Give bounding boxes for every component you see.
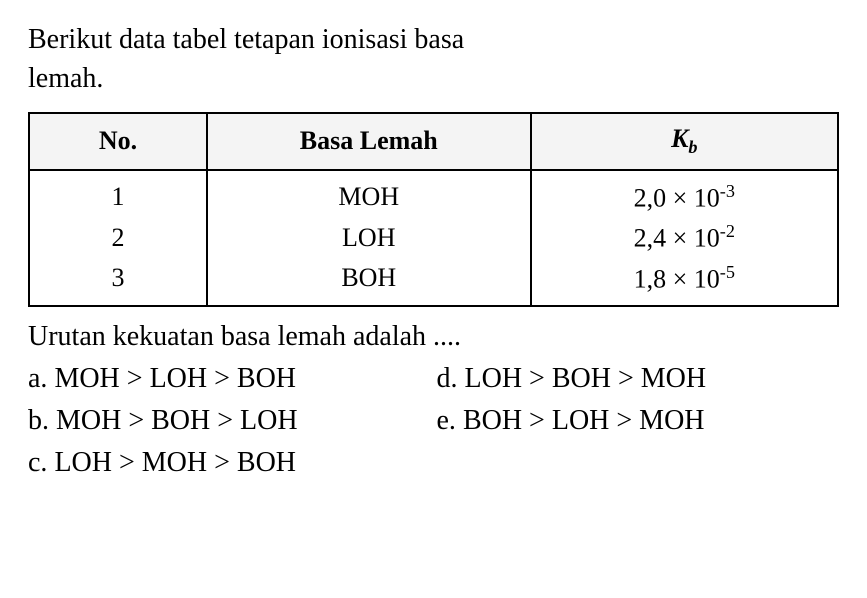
cell-kb: 2,4 × 10-2 (531, 217, 838, 258)
kb-symbol: K (671, 124, 688, 153)
option-text: LOH > BOH > MOH (465, 363, 707, 394)
header-basa: Basa Lemah (207, 113, 531, 169)
cell-no: 1 (29, 170, 207, 218)
options-container: a. MOH > LOH > BOH d. LOH > BOH > MOH b.… (28, 363, 839, 479)
option-text: LOH > MOH > BOH (54, 447, 296, 478)
question-text: Urutan kekuatan basa lemah adalah .... (28, 321, 839, 353)
kb-value: 2,4 × 10 (634, 224, 720, 253)
kb-exp: -5 (720, 262, 735, 282)
kb-exp: -3 (720, 181, 735, 201)
kb-value: 1,8 × 10 (634, 265, 720, 294)
option-c: c. LOH > MOH > BOH (28, 447, 431, 479)
ionization-table: No. Basa Lemah Kb 1 MOH 2,0 × 10-3 2 LOH… (28, 112, 839, 306)
cell-kb: 2,0 × 10-3 (531, 170, 838, 218)
option-a: a. MOH > LOH > BOH (28, 363, 431, 395)
option-label: b. (28, 405, 49, 436)
option-d: d. LOH > BOH > MOH (437, 363, 840, 395)
option-e: e. BOH > LOH > MOH (437, 405, 840, 437)
option-text: MOH > LOH > BOH (54, 363, 296, 394)
intro-line-2: lemah. (28, 63, 103, 94)
cell-kb: 1,8 × 10-5 (531, 258, 838, 306)
cell-no: 3 (29, 258, 207, 306)
table-row: 2 LOH 2,4 × 10-2 (29, 217, 838, 258)
option-label: d. (437, 363, 458, 394)
header-kb: Kb (531, 113, 838, 169)
option-text: BOH > LOH > MOH (463, 405, 705, 436)
table-row: 3 BOH 1,8 × 10-5 (29, 258, 838, 306)
cell-basa: BOH (207, 258, 531, 306)
option-b: b. MOH > BOH > LOH (28, 405, 431, 437)
kb-subscript: b (688, 138, 697, 158)
header-no: No. (29, 113, 207, 169)
intro-text: Berikut data tabel tetapan ionisasi basa… (28, 20, 839, 98)
option-label: e. (437, 405, 456, 436)
intro-line-1: Berikut data tabel tetapan ionisasi basa (28, 24, 464, 55)
option-label: c. (28, 447, 47, 478)
option-text: MOH > BOH > LOH (56, 405, 298, 436)
kb-exp: -2 (720, 221, 735, 241)
kb-value: 2,0 × 10 (634, 183, 720, 212)
table-row: 1 MOH 2,0 × 10-3 (29, 170, 838, 218)
cell-basa: MOH (207, 170, 531, 218)
cell-basa: LOH (207, 217, 531, 258)
table-header-row: No. Basa Lemah Kb (29, 113, 838, 169)
cell-no: 2 (29, 217, 207, 258)
option-label: a. (28, 363, 47, 394)
